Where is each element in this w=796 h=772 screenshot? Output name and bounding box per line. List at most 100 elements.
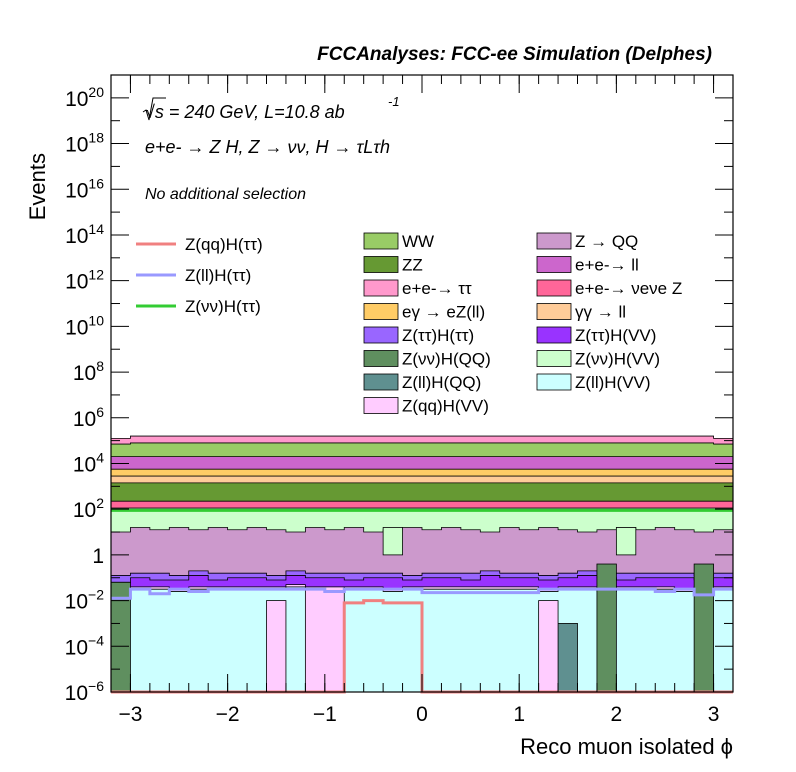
legend-swatch: [536, 373, 572, 391]
legend-label: e+e-→ ττ: [402, 279, 472, 298]
legend-label: Z → QQ: [575, 232, 638, 251]
stack-gap-1: [615, 527, 637, 556]
line-series-1: [111, 587, 733, 600]
y-tick-label: 10−6: [65, 678, 105, 705]
y-tick-exponent: 12: [88, 267, 104, 283]
y-tick-exponent: 20: [88, 84, 104, 100]
energy-text: √s = 240 GeV, L=10.8 ab: [145, 102, 345, 122]
legend-label: eγ → eZ(ll): [402, 303, 485, 322]
y-tick-exponent: −2: [88, 587, 104, 603]
process-annotation: e+e- → Z H, Z → νν, H → τLτh: [145, 137, 390, 157]
energy-sup: -1: [388, 94, 400, 109]
legend-swatch: [536, 232, 572, 250]
legend-line-label: Z(qq)H(ττ): [185, 235, 263, 254]
y-tick-base: 10: [65, 134, 88, 157]
legend-swatch: [536, 326, 572, 344]
y-tick-base: 10: [73, 408, 96, 431]
y-tick-label: 1010: [65, 312, 104, 339]
y-tick-base: 10: [73, 453, 96, 476]
selection-annotation: No additional selection: [145, 186, 306, 203]
legend: Z(qq)H(ττ) Z(ll)H(ττ) Z(νν)H(ττ) WW ZZ e+e-→ …: [136, 232, 682, 416]
axis-layer: −3 −2 −1 0 1 2 310−610−410−2110210410610810101…: [65, 75, 734, 726]
x-tick-label: −1: [313, 703, 337, 726]
y-tick-exponent: 2: [96, 495, 104, 511]
sqrt-sign: [142, 97, 166, 121]
y-tick-label: 1014: [65, 221, 104, 248]
y-tick-exponent: 4: [96, 449, 104, 465]
y-tick-label: 10−4: [65, 632, 105, 659]
legend-label: Z(ll)H(QQ): [402, 373, 481, 392]
y-tick-base: 10: [65, 88, 88, 111]
y-axis-label: Events: [25, 153, 50, 220]
y-tick-exponent: 10: [88, 312, 104, 328]
y-tick-base: 10: [65, 179, 88, 202]
line-layer: [111, 508, 733, 694]
x-axis-label: Reco muon isolated ϕ: [520, 734, 733, 759]
legend-label: WW: [402, 232, 434, 251]
stack-gap-0: [382, 527, 403, 556]
legend-label: γγ → ll: [575, 303, 626, 322]
y-tick-exponent: 6: [96, 404, 104, 420]
y-tick-base: 10: [65, 636, 88, 659]
y-tick-base: 1: [92, 545, 104, 568]
energy-annotation: √s = 240 GeV, L=10.8 ab -1: [142, 94, 400, 122]
y-tick-label: 1: [92, 545, 104, 568]
legend-label: Z(ll)H(VV): [575, 373, 651, 392]
x-tick-label: 1: [513, 703, 525, 726]
y-tick-label: 1020: [65, 84, 104, 111]
y-tick-exponent: 16: [88, 175, 104, 191]
y-tick-exponent: 8: [96, 358, 104, 374]
legend-line-label: Z(νν)H(ττ): [185, 297, 261, 316]
legend-swatch: [363, 232, 399, 250]
y-tick-label: 104: [73, 449, 104, 476]
y-tick-label: 1018: [65, 130, 104, 157]
extra-bin-1: [596, 563, 617, 693]
y-tick-label: 1016: [65, 175, 104, 202]
legend-swatch: [536, 303, 572, 320]
y-tick-base: 10: [65, 271, 88, 294]
y-tick-base: 10: [65, 225, 88, 248]
extra-bin-5: [266, 600, 287, 693]
legend-swatch: [536, 256, 572, 273]
x-tick-label: 0: [416, 703, 428, 726]
y-tick-base: 10: [73, 362, 96, 385]
line-series-0: [111, 599, 733, 694]
legend-swatch: [363, 326, 399, 344]
legend-label: e+e-→ ll: [575, 256, 639, 275]
y-tick-exponent: −6: [88, 678, 104, 694]
legend-swatch: [363, 373, 399, 391]
legend-label: Z(ττ)H(VV): [575, 326, 656, 345]
legend-swatch: [363, 256, 399, 273]
chart-title: FCCAnalyses: FCC-ee Simulation (Delphes): [317, 44, 712, 65]
x-tick-label: −2: [216, 703, 240, 726]
legend-line-label: Z(ll)H(ττ): [185, 266, 251, 285]
y-tick-base: 10: [65, 682, 88, 705]
extra-bin-2: [693, 563, 714, 693]
y-tick-base: 10: [73, 499, 96, 522]
y-tick-exponent: 14: [88, 221, 104, 237]
y-tick-label: 1012: [65, 267, 104, 294]
y-tick-exponent: −4: [88, 632, 104, 648]
legend-label: ZZ: [402, 256, 423, 275]
legend-swatch: [363, 350, 399, 367]
y-tick-base: 10: [65, 591, 88, 614]
legend-swatch: [363, 279, 399, 297]
legend-label: Z(qq)H(VV): [402, 397, 489, 416]
extra-bin-3: [557, 623, 578, 693]
y-tick-exponent: 18: [88, 130, 104, 146]
y-tick-label: 106: [73, 404, 104, 431]
y-tick-label: 102: [73, 495, 104, 522]
x-tick-label: 3: [708, 703, 720, 726]
legend-swatch: [536, 279, 572, 297]
legend-swatch: [536, 350, 572, 367]
extra-bin-6: [538, 600, 559, 693]
legend-swatch: [363, 397, 399, 414]
x-tick-label: 2: [611, 703, 623, 726]
y-tick-label: 108: [73, 358, 104, 385]
x-tick-label: −3: [118, 703, 142, 726]
legend-label: Z(νν)H(VV): [575, 350, 660, 369]
legend-label: Z(ττ)H(ττ): [402, 326, 474, 345]
y-tick-label: 10−2: [65, 587, 105, 614]
y-tick-base: 10: [65, 316, 88, 339]
